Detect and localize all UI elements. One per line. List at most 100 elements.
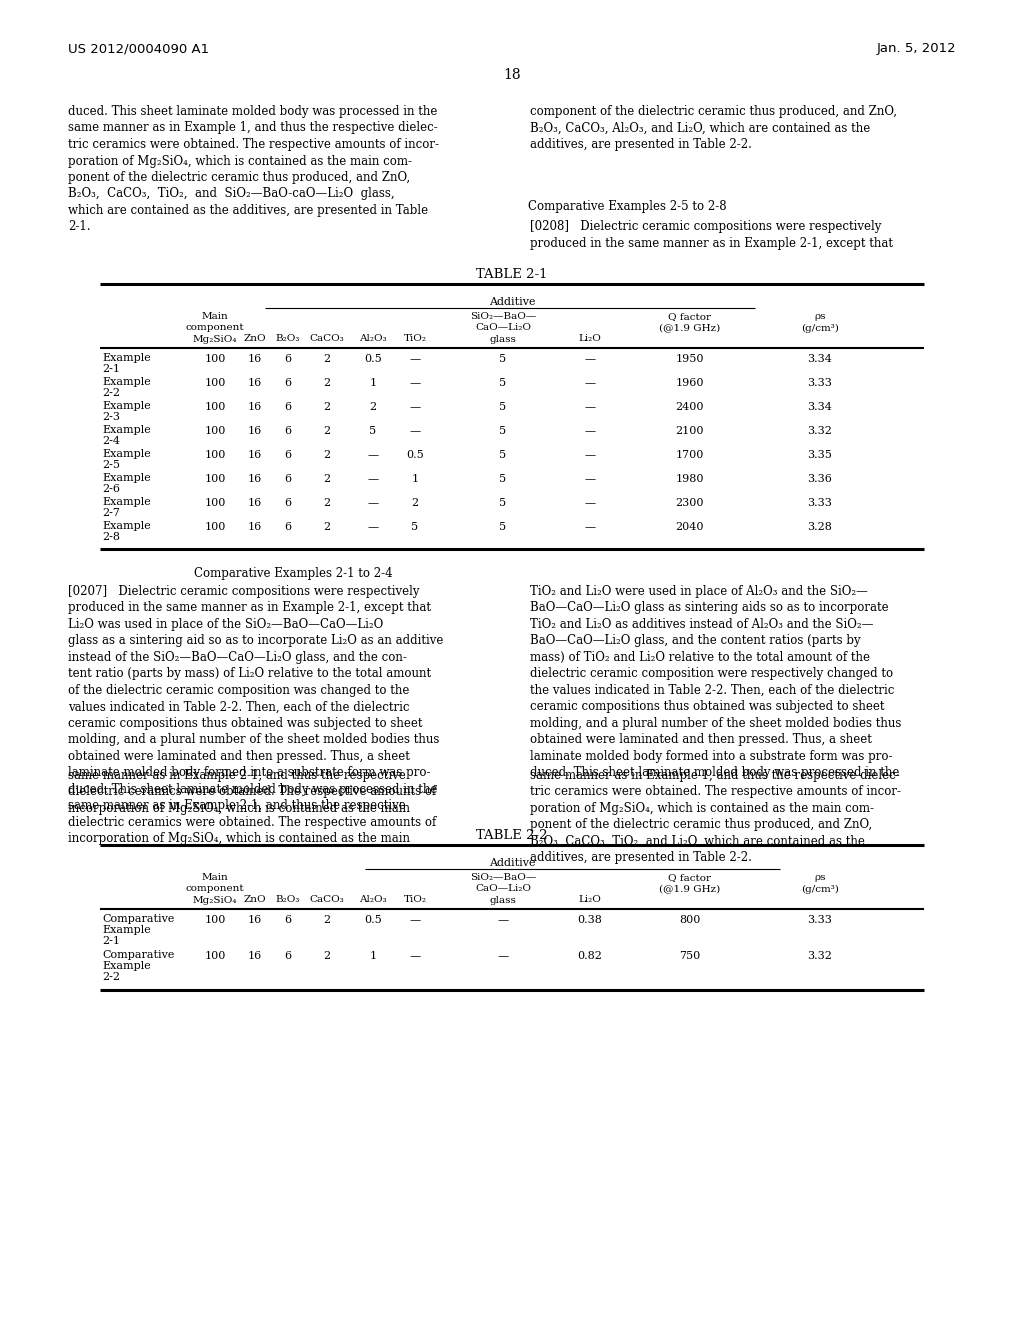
Text: 2: 2 — [324, 426, 331, 436]
Text: 1: 1 — [370, 950, 377, 961]
Text: 100: 100 — [205, 426, 225, 436]
Text: 2400: 2400 — [676, 403, 705, 412]
Text: 2100: 2100 — [676, 426, 705, 436]
Text: Example: Example — [102, 925, 151, 935]
Text: Li₂O: Li₂O — [579, 895, 601, 904]
Text: SiO₂—BaO—
CaO—Li₂O
glass: SiO₂—BaO— CaO—Li₂O glass — [470, 873, 537, 906]
Text: TABLE 2-1: TABLE 2-1 — [476, 268, 548, 281]
Text: 16: 16 — [248, 474, 262, 484]
Text: ZnO: ZnO — [244, 895, 266, 904]
Text: TiO₂: TiO₂ — [403, 334, 427, 343]
Text: 5: 5 — [500, 450, 507, 459]
Text: Al₂O₃: Al₂O₃ — [359, 334, 387, 343]
Text: 3.33: 3.33 — [808, 498, 833, 508]
Text: Example: Example — [102, 521, 151, 531]
Text: —: — — [585, 450, 596, 459]
Text: —: — — [368, 450, 379, 459]
Text: 2-2: 2-2 — [102, 972, 120, 982]
Text: 3.34: 3.34 — [808, 354, 833, 364]
Text: —: — — [410, 378, 421, 388]
Text: 6: 6 — [285, 950, 292, 961]
Text: CaCO₃: CaCO₃ — [309, 895, 344, 904]
Text: —: — — [585, 474, 596, 484]
Text: 5: 5 — [412, 521, 419, 532]
Text: 1700: 1700 — [676, 450, 705, 459]
Text: 100: 100 — [205, 915, 225, 925]
Text: —: — — [410, 915, 421, 925]
Text: 1: 1 — [412, 474, 419, 484]
Text: 2: 2 — [324, 378, 331, 388]
Text: 2: 2 — [324, 521, 331, 532]
Text: 5: 5 — [500, 354, 507, 364]
Text: —: — — [410, 950, 421, 961]
Text: —: — — [585, 426, 596, 436]
Text: Q factor
(@1.9 GHz): Q factor (@1.9 GHz) — [659, 873, 721, 894]
Text: 2-1: 2-1 — [102, 364, 120, 374]
Text: Q factor
(@1.9 GHz): Q factor (@1.9 GHz) — [659, 312, 721, 333]
Text: —: — — [498, 950, 509, 961]
Text: 2-4: 2-4 — [102, 436, 120, 446]
Text: 3.32: 3.32 — [808, 950, 833, 961]
Text: 2-7: 2-7 — [102, 508, 120, 517]
Text: Comparative Examples 2-1 to 2-4: Comparative Examples 2-1 to 2-4 — [194, 568, 392, 579]
Text: 6: 6 — [285, 915, 292, 925]
Text: 6: 6 — [285, 426, 292, 436]
Text: 16: 16 — [248, 450, 262, 459]
Text: 100: 100 — [205, 950, 225, 961]
Text: 1980: 1980 — [676, 474, 705, 484]
Text: Example: Example — [102, 401, 151, 411]
Text: 750: 750 — [679, 950, 700, 961]
Text: 1950: 1950 — [676, 354, 705, 364]
Text: 6: 6 — [285, 354, 292, 364]
Text: 2-1: 2-1 — [102, 936, 120, 946]
Text: Al₂O₃: Al₂O₃ — [359, 895, 387, 904]
Text: 16: 16 — [248, 498, 262, 508]
Text: Li₂O: Li₂O — [579, 334, 601, 343]
Text: 5: 5 — [500, 426, 507, 436]
Text: 5: 5 — [500, 474, 507, 484]
Text: —: — — [498, 915, 509, 925]
Text: —: — — [585, 521, 596, 532]
Text: 100: 100 — [205, 498, 225, 508]
Text: 0.38: 0.38 — [578, 915, 602, 925]
Text: ρs
(g/cm³): ρs (g/cm³) — [801, 312, 839, 333]
Text: —: — — [585, 498, 596, 508]
Text: —: — — [410, 354, 421, 364]
Text: —: — — [368, 498, 379, 508]
Text: —: — — [585, 403, 596, 412]
Text: Example: Example — [102, 961, 151, 972]
Text: Example: Example — [102, 498, 151, 507]
Text: Additive: Additive — [488, 858, 536, 869]
Text: 3.36: 3.36 — [808, 474, 833, 484]
Text: 2: 2 — [324, 403, 331, 412]
Text: Main
component
Mg₂SiO₄: Main component Mg₂SiO₄ — [185, 873, 245, 906]
Text: 2-3: 2-3 — [102, 412, 120, 422]
Text: 16: 16 — [248, 403, 262, 412]
Text: Example: Example — [102, 425, 151, 436]
Text: 3.33: 3.33 — [808, 915, 833, 925]
Text: 16: 16 — [248, 521, 262, 532]
Text: 100: 100 — [205, 450, 225, 459]
Text: 2: 2 — [324, 450, 331, 459]
Text: 6: 6 — [285, 498, 292, 508]
Text: 2-8: 2-8 — [102, 532, 120, 543]
Text: —: — — [585, 354, 596, 364]
Text: 2: 2 — [370, 403, 377, 412]
Text: [0208]   Dielectric ceramic compositions were respectively
produced in the same : [0208] Dielectric ceramic compositions w… — [530, 220, 893, 249]
Text: 6: 6 — [285, 474, 292, 484]
Text: 2: 2 — [324, 354, 331, 364]
Text: 100: 100 — [205, 354, 225, 364]
Text: 1960: 1960 — [676, 378, 705, 388]
Text: 2: 2 — [324, 498, 331, 508]
Text: 6: 6 — [285, 521, 292, 532]
Text: Comparative: Comparative — [102, 950, 174, 960]
Text: Jan. 5, 2012: Jan. 5, 2012 — [877, 42, 956, 55]
Text: Example: Example — [102, 378, 151, 387]
Text: —: — — [368, 474, 379, 484]
Text: 3.28: 3.28 — [808, 521, 833, 532]
Text: CaCO₃: CaCO₃ — [309, 334, 344, 343]
Text: 3.35: 3.35 — [808, 450, 833, 459]
Text: Comparative Examples 2-5 to 2-8: Comparative Examples 2-5 to 2-8 — [527, 201, 726, 213]
Text: Example: Example — [102, 449, 151, 459]
Text: 100: 100 — [205, 378, 225, 388]
